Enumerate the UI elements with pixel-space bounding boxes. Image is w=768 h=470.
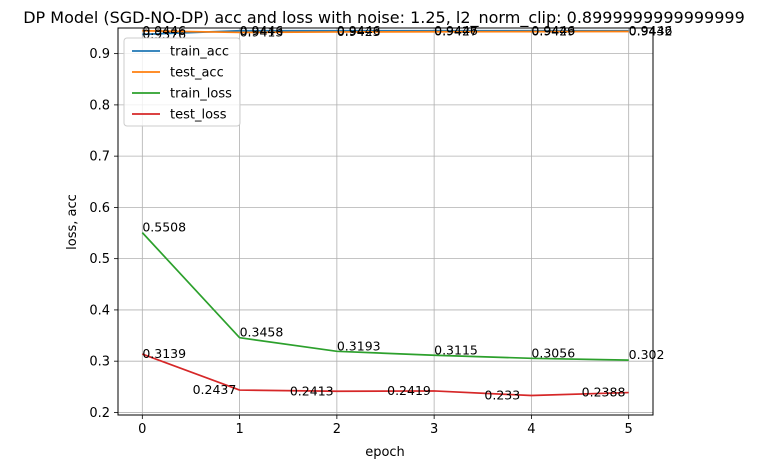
- data-label: 0.3115: [434, 342, 478, 357]
- x-tick-label: 2: [333, 422, 341, 437]
- y-tick-label: 0.5: [89, 252, 110, 267]
- x-tick-label: 4: [527, 422, 535, 437]
- data-label: 0.9446: [629, 23, 673, 38]
- data-label: 0.302: [629, 347, 665, 362]
- data-label: 0.9432: [629, 23, 673, 38]
- data-label: 0.9446: [337, 23, 381, 38]
- plot-frame: [117, 27, 654, 416]
- data-label: 0.9446: [434, 23, 478, 38]
- y-tick-label: 0.9: [89, 47, 110, 62]
- data-label: 0.3193: [337, 338, 381, 353]
- data-label: 0.2419: [387, 383, 431, 398]
- x-tick-label: 5: [625, 422, 633, 437]
- data-label: 0.5508: [142, 220, 186, 235]
- legend-entry: test_loss: [170, 108, 227, 123]
- series-line-test_loss: [142, 353, 629, 397]
- data-label: 0.9446: [240, 23, 284, 38]
- y-tick-label: 0.8: [89, 98, 110, 113]
- data-labels: 0.9376 0.9446 0.9446 0.9446 0.9446 0.94460.94…: [142, 23, 672, 403]
- data-label: 0.3139: [142, 346, 186, 361]
- legend-entry: train_loss: [170, 87, 232, 102]
- data-label: 0.9446: [142, 23, 186, 38]
- y-axis: 0.2 0.3 0.4 0.5 0.6 0.7 0.8 0.9: [89, 47, 118, 421]
- series-line-test_acc: [142, 29, 629, 34]
- x-tick-label: 1: [235, 422, 243, 437]
- data-label: 0.9423: [337, 24, 381, 39]
- data-label: 0.233: [484, 388, 520, 403]
- data-label: 0.9413: [240, 24, 284, 39]
- y-axis-label: loss, acc: [65, 194, 80, 250]
- data-label: 0.2388: [582, 385, 626, 400]
- series-line-train_loss: [141, 232, 629, 361]
- data-label: 0.2437: [193, 382, 237, 397]
- legend-entry: train_acc: [170, 45, 229, 60]
- legend-box: [123, 37, 241, 127]
- data-label: 0.9427: [434, 24, 478, 39]
- legend: train_acc test_acc train_loss test_loss: [123, 37, 241, 127]
- data-label: 0.9446: [531, 23, 575, 38]
- x-tick-label: 3: [430, 422, 438, 437]
- data-label: 0.3056: [531, 345, 575, 360]
- y-tick-label: 0.6: [89, 201, 110, 216]
- y-tick-label: 0.3: [89, 355, 110, 370]
- chart-title: DP Model (SGD-NO-DP) acc and loss with n…: [23, 8, 745, 28]
- y-tick-label: 0.4: [89, 303, 110, 318]
- legend-entry: test_acc: [170, 66, 224, 81]
- data-label: 0.9429: [531, 24, 575, 39]
- x-axis-label: epoch: [365, 445, 405, 460]
- data-label: 0.2413: [290, 383, 334, 398]
- x-axis: 0 1 2 3 4 5: [138, 415, 633, 437]
- series-lines: [141, 29, 629, 397]
- data-label: 0.3458: [240, 325, 284, 340]
- y-tick-label: 0.7: [89, 150, 110, 165]
- y-tick-label: 0.2: [89, 406, 110, 421]
- x-tick-label: 0: [138, 422, 146, 437]
